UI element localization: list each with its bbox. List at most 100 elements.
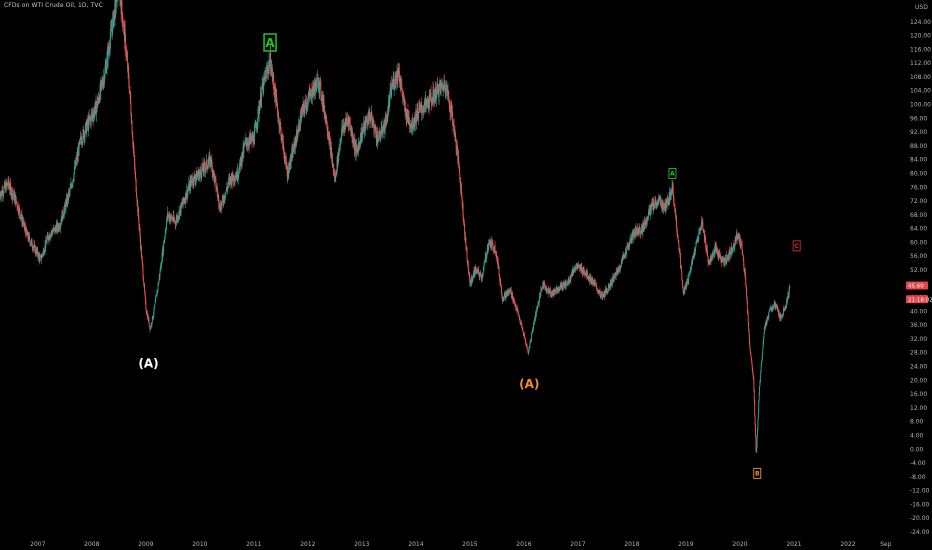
candle — [721, 256, 723, 263]
candle — [271, 64, 273, 86]
y-tick-label: 32.00 — [910, 336, 927, 343]
candle — [496, 251, 498, 262]
candle — [525, 339, 527, 347]
candle — [255, 121, 257, 127]
candle — [58, 222, 60, 232]
candle — [613, 275, 615, 283]
candle — [755, 435, 757, 452]
candle — [715, 241, 717, 253]
y-tick-label: 76.00 — [910, 184, 927, 191]
price-candles — [0, 0, 791, 454]
candle — [149, 326, 151, 331]
candle — [28, 231, 30, 243]
candle — [356, 139, 357, 155]
candle — [378, 131, 380, 142]
candle — [93, 106, 95, 123]
chart-title: CFDs on WTI Crude Oil, 1D, TVC — [4, 2, 103, 9]
candle — [307, 104, 308, 111]
candle — [72, 178, 74, 188]
x-tick-label: 2016 — [516, 541, 531, 548]
candle — [484, 259, 485, 266]
candle — [514, 298, 515, 303]
candle — [300, 106, 302, 122]
candle — [204, 168, 206, 178]
candle — [409, 119, 411, 133]
candle — [617, 266, 619, 275]
candle — [468, 267, 470, 276]
candle — [469, 280, 471, 287]
candle — [698, 227, 700, 235]
y-tick-label: 120.00 — [910, 33, 931, 40]
candle — [534, 318, 536, 322]
candle — [79, 138, 81, 145]
x-tick-label: 2010 — [192, 541, 207, 548]
candle — [768, 311, 770, 319]
candle — [366, 115, 368, 129]
candle — [447, 86, 449, 101]
candle — [31, 237, 33, 247]
candle — [244, 137, 246, 147]
candle — [166, 215, 168, 224]
candle — [215, 174, 217, 193]
candle — [279, 119, 280, 134]
candle — [511, 291, 513, 300]
price-tag: 21:18:02 — [906, 295, 932, 304]
candle — [727, 255, 729, 261]
candle — [500, 278, 502, 287]
candle — [198, 169, 200, 182]
candle — [619, 265, 621, 274]
candle — [712, 250, 714, 255]
candle — [744, 267, 746, 280]
candle — [694, 246, 696, 260]
y-tick-label: 92.00 — [910, 129, 927, 136]
candle — [504, 290, 506, 298]
candle — [104, 64, 106, 80]
candle — [373, 123, 375, 138]
candle — [707, 251, 709, 258]
candle — [672, 182, 674, 199]
candle — [257, 105, 259, 129]
candle — [406, 108, 408, 127]
candle — [563, 280, 564, 290]
candle — [446, 84, 448, 97]
candle — [42, 250, 44, 258]
candle — [757, 409, 759, 419]
candle — [218, 194, 220, 210]
candle — [47, 231, 49, 237]
candle — [632, 228, 634, 244]
candle — [172, 217, 174, 223]
candle — [12, 188, 14, 199]
candle — [400, 75, 402, 91]
candle — [435, 82, 437, 105]
candle — [38, 252, 40, 257]
candle — [656, 199, 658, 207]
candle — [277, 107, 279, 123]
candle — [38, 251, 39, 261]
candle — [644, 220, 646, 229]
candle — [151, 322, 153, 328]
candle — [201, 162, 203, 181]
candle — [428, 98, 430, 113]
candle — [787, 291, 789, 300]
candle — [97, 93, 99, 105]
candle — [517, 308, 519, 317]
candle — [157, 282, 159, 293]
candle — [680, 265, 682, 272]
candle — [652, 198, 654, 215]
candle — [744, 269, 746, 277]
candle — [85, 122, 86, 134]
candle — [226, 181, 228, 190]
x-tick-label: Sep — [880, 541, 892, 548]
candle — [364, 120, 366, 139]
candle — [647, 216, 649, 222]
candle — [700, 224, 702, 231]
candle — [666, 199, 668, 208]
candle — [430, 97, 432, 111]
candle — [633, 228, 635, 238]
candle — [222, 193, 224, 206]
candle — [141, 252, 143, 258]
candle — [558, 286, 560, 293]
candle — [397, 63, 399, 75]
candle — [519, 317, 521, 326]
